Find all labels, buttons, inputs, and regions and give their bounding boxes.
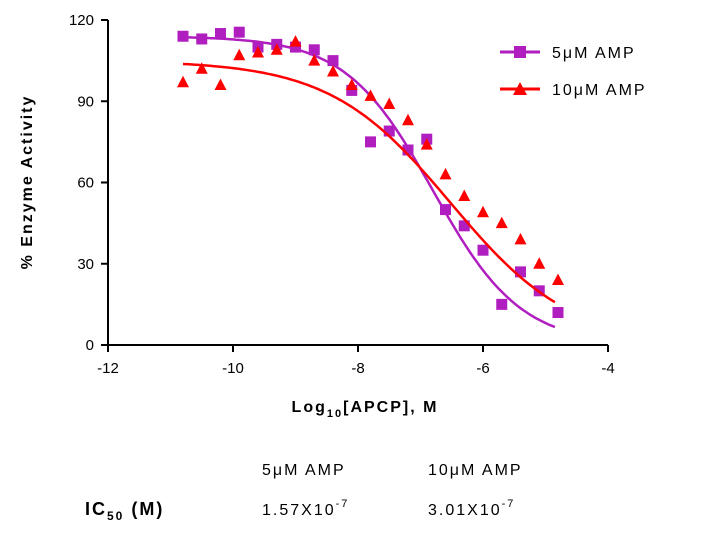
y-tick-label: 0 <box>86 337 94 354</box>
data-point-square <box>215 28 226 40</box>
data-point-square <box>308 44 320 56</box>
data-point-triangle <box>345 78 358 90</box>
legend-marker-triangle <box>513 82 527 95</box>
y-axis-label: % Enzyme Activity <box>19 95 36 270</box>
ic50-header-5um: 5μM AMP <box>262 462 346 479</box>
ic50-row-label: IC50 (M) <box>85 499 164 523</box>
legend-label-10um: 10μM AMP <box>552 82 647 99</box>
data-point-triangle <box>514 232 527 245</box>
data-point-square <box>327 55 339 67</box>
data-point-square <box>458 220 470 232</box>
data-point-square <box>346 84 358 96</box>
y-tick-label: 120 <box>69 12 94 29</box>
x-axis-label: Log10[APCP], M <box>292 399 439 420</box>
legend-label-5um: 5μM AMP <box>552 45 636 62</box>
data-point-triangle <box>458 189 471 202</box>
data-point-triangle <box>252 46 264 58</box>
data-point-square <box>383 125 395 137</box>
y-tick-label: 30 <box>77 256 94 273</box>
x-tick-label: -12 <box>97 360 119 377</box>
x-tick-label: -4 <box>601 360 614 377</box>
fit-curve-series-1 <box>182 62 556 304</box>
data-point-triangle <box>270 43 283 55</box>
data-point-triangle <box>195 62 208 74</box>
ic50-value-5um: 1.57X10-7 <box>262 498 349 519</box>
data-point-triangle <box>289 35 302 47</box>
x-ticks: -12 -10 -8 -6 -4 <box>97 345 615 377</box>
x-tick-label: -8 <box>351 360 364 377</box>
ic50-value-10um: 3.01X10-7 <box>428 498 515 519</box>
legend-entry-5um: 5μM AMP <box>500 45 636 62</box>
data-point-square <box>177 30 189 42</box>
data-point-square <box>440 204 451 216</box>
data-point-square <box>477 244 489 256</box>
data-point-triangle <box>552 273 564 285</box>
data-point-square <box>196 33 208 45</box>
data-point-square <box>365 136 376 148</box>
data-point-triangle <box>233 48 246 61</box>
data-point-triangle <box>495 216 508 229</box>
data-point-square <box>290 41 301 53</box>
axes <box>107 20 608 346</box>
data-point-square <box>496 298 508 310</box>
ic50-table: 5μM AMP 10μM AMP IC50 (M) 1.57X10-7 3.01… <box>85 462 523 523</box>
data-point-triangle <box>477 205 489 218</box>
x-tick-label: -10 <box>222 360 244 377</box>
fit-curve-series-0 <box>183 36 556 329</box>
data-point-triangle <box>214 78 227 90</box>
data-point-triangle <box>420 138 433 150</box>
data-point-square <box>552 307 564 318</box>
data-point-triangle <box>364 89 377 101</box>
y-tick-label: 90 <box>77 93 94 110</box>
x-tick-label: -6 <box>476 360 489 377</box>
legend-marker-square <box>514 46 526 58</box>
data-point-triangle <box>383 97 396 109</box>
y-tick-label: 60 <box>77 175 94 192</box>
plot-area <box>177 26 564 329</box>
legend-entry-10um: 10μM AMP <box>500 82 647 99</box>
data-point-triangle <box>439 167 452 180</box>
data-point-triangle <box>327 64 339 77</box>
data-point-triangle <box>533 257 546 269</box>
ic50-header-10um: 10μM AMP <box>428 462 523 479</box>
data-point-square <box>233 26 245 38</box>
data-point-square <box>515 266 526 278</box>
data-point-triangle <box>402 113 414 126</box>
data-point-triangle <box>308 54 321 66</box>
data-point-triangle <box>177 75 189 88</box>
legend: 5μM AMP 10μM AMP <box>500 45 647 99</box>
data-point-square <box>402 144 414 156</box>
y-ticks: 0 30 60 90 120 <box>69 12 108 354</box>
